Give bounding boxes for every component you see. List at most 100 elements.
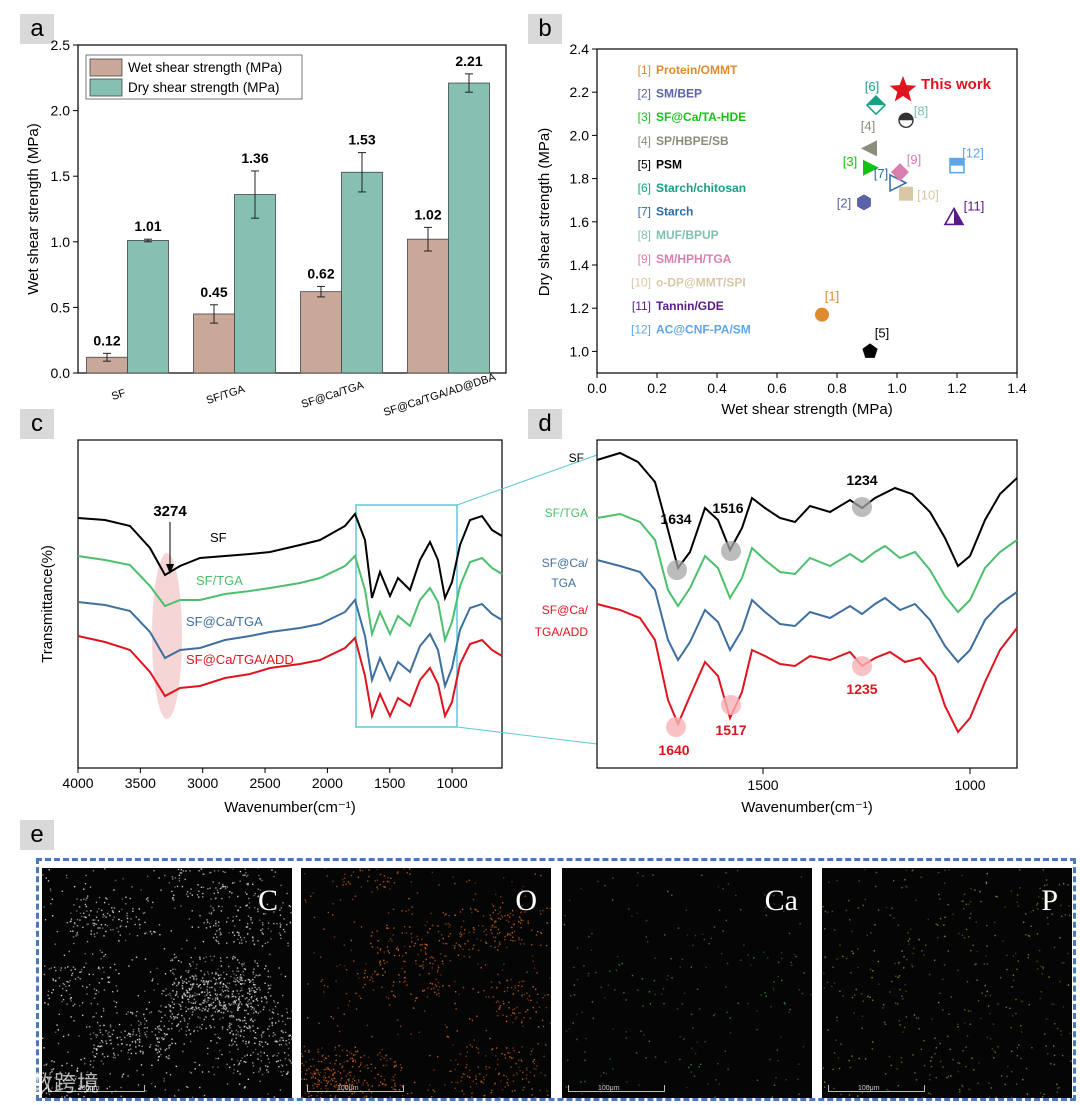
scale-bar [828,1085,925,1092]
legend-ref: [9] [638,252,651,266]
eds-map-P: P 100μm [822,868,1072,1098]
point-ref-label: [10] [917,188,939,203]
point-This-work [889,76,917,102]
eds-speckle [822,868,1072,1098]
legend-name: Starch [656,205,693,219]
annotation-3274: 3274 [153,503,187,520]
peak-marker-1234 [852,497,872,517]
zoom-box [355,504,458,728]
bar-dry [448,82,490,374]
data-label: 0.45 [200,284,227,300]
scale-bar-label: 100μm [78,1085,100,1092]
zoom-label-SF: SF [569,451,584,465]
legend-name: Tannin/GDE [656,299,724,313]
annotation-1640: 1640 [658,742,689,758]
ytick-label: 1.6 [570,214,590,230]
legend-name: AC@CNF-PA/SM [656,323,751,337]
xtick-label: SF/TGA [205,383,247,407]
xtick-label: 1.0 [887,380,907,396]
panel-c-xlabel: Wavenumber(cm⁻¹) [224,799,356,816]
panel-d-frame [596,439,1018,769]
data-label: 0.12 [93,332,120,348]
bar-dry [127,240,169,374]
legend-name: SF@Ca/TA-HDE [656,110,746,124]
eds-map-C: C 100μm [42,868,292,1098]
point-Tannin-GDE-fill [954,208,963,225]
zoom-line-top [456,454,598,506]
bar-wet [407,238,449,374]
zoom-label-SF-Ca-1: SF@Ca/ [542,556,589,570]
point-ref-label: [3] [843,154,857,169]
series-line-SF-TGA [77,554,503,644]
panel-d-ftir-zoom: 1634 1516 1234 1640 1517 1235 SF SF/TGA … [535,439,1018,816]
data-label: 1.01 [134,218,161,234]
panel-label-e: e [20,820,54,850]
eds-speckle [563,869,812,1098]
series-label-SF-Ca-TGA-ADD: SF@Ca/TGA/ADD [186,652,294,667]
xtick-label: SF@Ca/TGA [300,379,366,411]
eds-speckle [42,868,292,1098]
xtick-label: 0.2 [647,380,667,396]
point-ref-label: [2] [837,195,851,210]
eds-element-label-P: P [1041,884,1058,917]
zoom-label-SF-TGA: SF/TGA [545,506,588,520]
eds-map-Ca: Ca 100μm [562,868,812,1098]
eds-map-O: O 100μm [301,868,551,1098]
legend-name: Starch/chitosan [656,181,746,195]
legend-ref: [12] [631,323,651,337]
legend-swatch-dry [89,78,123,97]
xtick-label: 3500 [125,775,156,791]
zoom-line-SF-Ca-TGA-ADD [596,603,1018,734]
point-SM-HPH-TGA [891,163,909,182]
point-ref-label: [11] [964,198,985,213]
series-label-SF: SF [210,530,227,545]
scale-bar-label: 100μm [858,1085,880,1092]
xtick-label: 1.2 [947,380,967,396]
xtick-label: 0.8 [827,380,847,396]
panel-a-legend: Wet shear strength (MPa) Dry shear stren… [85,54,303,100]
annotation-1517: 1517 [715,722,746,738]
legend-ref: [10] [631,275,651,289]
legend-name: SP/HBPE/SB [656,134,729,148]
annotation-1634: 1634 [660,511,691,527]
zoom-label-TGA: TGA [551,576,576,590]
legend-ref: [6] [638,181,651,195]
arrow-head-3274 [166,564,174,574]
series-label-SF-TGA: SF/TGA [196,573,243,588]
annotation-1235: 1235 [846,681,877,697]
bar-wet [193,313,235,374]
point-Protein-OMMT [815,307,829,322]
peak-marker-1235 [852,656,872,676]
panel-a-bar-chart: 0.0 0.5 1.0 1.5 2.0 2.5 0.12 1.01 0.45 1.36 0.62 1… [25,37,507,419]
legend-ref: [4] [638,134,651,148]
xtick-label-1000: 1000 [954,777,985,793]
bar-wet [300,291,342,374]
scale-bar-label: 100μm [598,1085,620,1092]
legend-ref: [1] [638,63,651,77]
legend-ref: [11] [632,299,651,313]
legend-ref: [8] [638,228,651,242]
panel-d-xlabel: Wavenumber(cm⁻¹) [741,799,873,816]
point-PSM [862,343,878,358]
point-ref-label: [9] [907,152,921,167]
legend-label-dry: Dry shear strength (MPa) [128,80,280,95]
ytick-label: 2.0 [51,103,71,119]
eds-speckle [301,868,551,1098]
point-ref-label: [12] [962,146,984,161]
series-line-SF-Ca-TGA-ADD [77,635,503,720]
data-label: 1.53 [348,132,375,148]
peak-marker-1640 [666,717,686,737]
zoom-line-SF [596,451,1018,571]
legend-ref: [5] [638,157,651,171]
scale-bar [48,1085,145,1092]
point-MUF-BPUP-fill [899,113,913,121]
legend-ref: [7] [638,205,651,219]
legend-name: PSM [656,157,682,171]
point-SF-Ca-TA-HDE [863,159,879,176]
figure-canvas: 0.0 0.5 1.0 1.5 2.0 2.5 0.12 1.01 0.45 1.36 0.62 1… [25,37,1027,816]
xtick-label: 0.0 [587,380,607,396]
ytick-label: 1.8 [570,171,590,187]
eds-element-label-Ca: Ca [764,884,798,917]
point-ref-label: [6] [865,79,879,94]
ytick-label: 1.2 [570,300,590,316]
